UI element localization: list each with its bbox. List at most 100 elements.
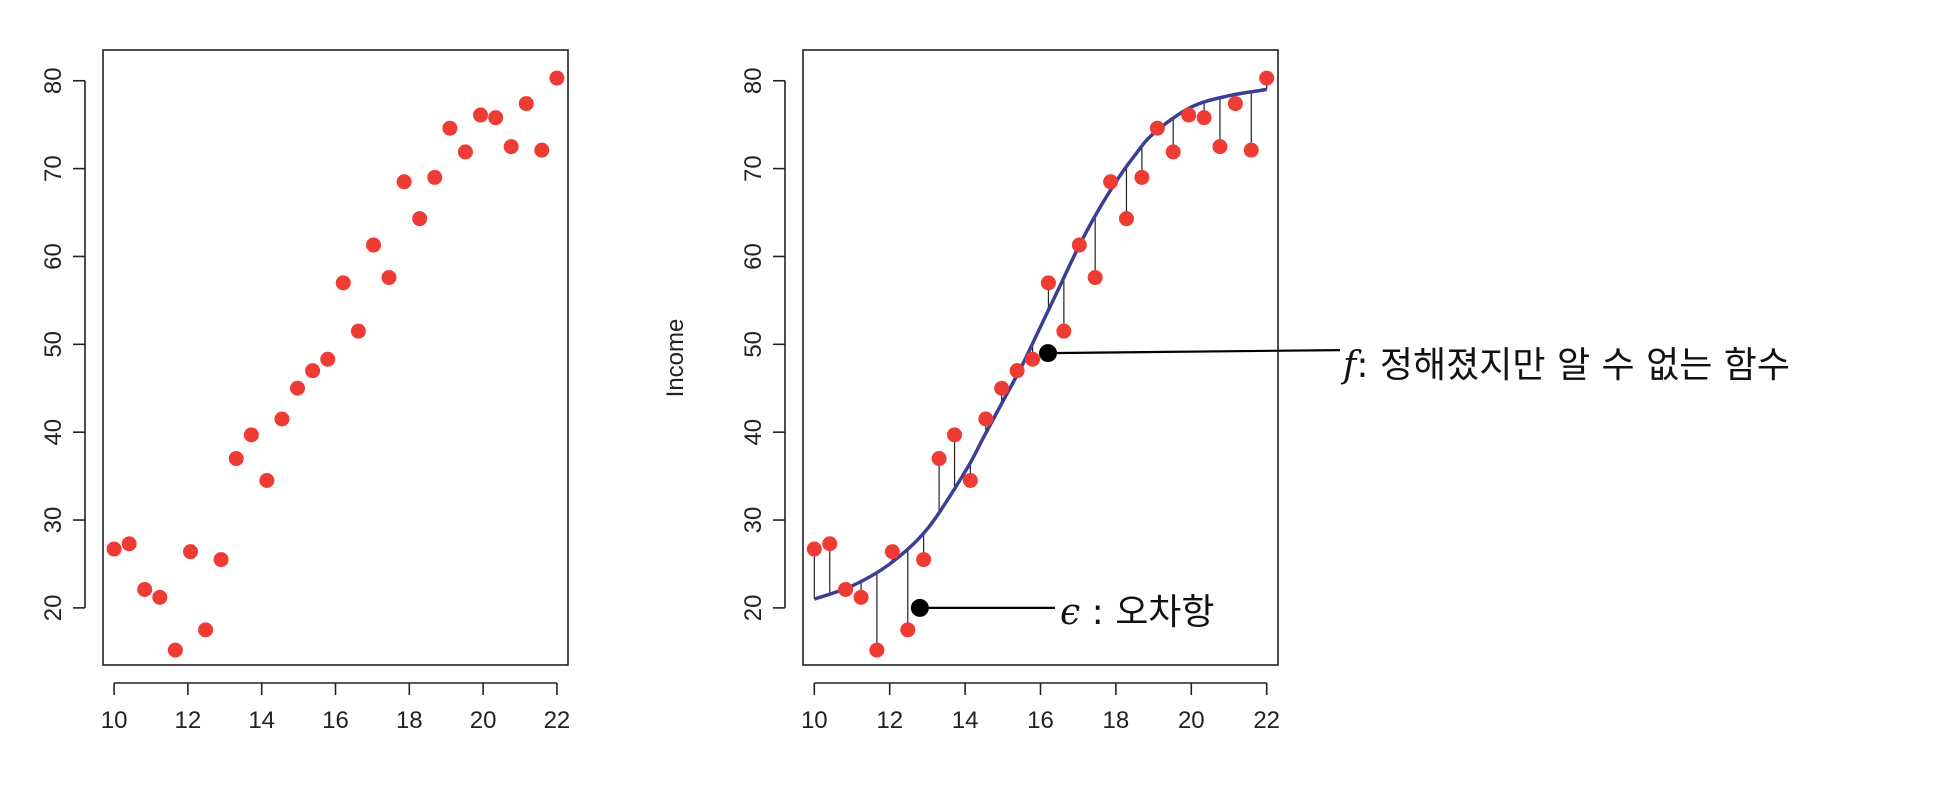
data-point	[488, 110, 504, 126]
data-point	[1243, 142, 1259, 158]
data-point	[1259, 70, 1275, 86]
data-point	[1118, 211, 1134, 227]
data-point	[457, 144, 473, 160]
x-tick-label: 22	[544, 707, 571, 734]
data-point	[228, 451, 244, 467]
data-point	[534, 142, 550, 158]
data-point	[978, 411, 994, 427]
data-point	[869, 642, 885, 658]
data-point	[243, 427, 259, 443]
function-annotation-dot	[1039, 344, 1058, 363]
x-tick-label: 18	[396, 707, 423, 734]
right-fit-panel: Income 10 12 14 16 18 20 22 20 30 40 50 60 70 80 f: …	[662, 49, 1790, 734]
data-point	[822, 536, 838, 552]
data-point	[396, 174, 412, 190]
data-point	[518, 96, 534, 112]
data-point	[1071, 237, 1087, 253]
data-point	[305, 363, 321, 379]
left-points	[106, 70, 565, 658]
data-point	[1087, 270, 1103, 286]
data-point	[1227, 96, 1243, 112]
data-point	[1149, 120, 1165, 136]
data-point	[366, 237, 382, 253]
x-tick-label: 14	[952, 707, 979, 734]
x-tick-label: 12	[876, 707, 903, 734]
y-tick-label: 50	[40, 331, 67, 358]
residual-lines	[813, 78, 1268, 651]
data-point	[1196, 110, 1212, 126]
y-tick-label: 30	[40, 507, 67, 534]
data-point	[198, 622, 214, 638]
x-tick-label: 12	[175, 707, 202, 734]
left-x-axis: 10 12 14 16 18 20 22	[101, 682, 571, 734]
data-point	[1165, 144, 1181, 160]
y-tick-label: 30	[740, 507, 767, 534]
x-tick-label: 14	[248, 707, 275, 734]
data-point	[121, 536, 137, 552]
data-point	[1181, 107, 1197, 123]
data-point	[1134, 169, 1150, 185]
annotations: f: 정해졌지만 알 수 없는 함수 ϵ : 오차항	[910, 344, 1790, 633]
data-point	[947, 427, 963, 443]
error-annotation-text: : 오차항	[1080, 592, 1214, 633]
x-tick-label: 16	[1027, 707, 1054, 734]
data-point	[335, 275, 351, 291]
right-y-axis-label: Income	[662, 319, 689, 398]
y-tick-label: 80	[40, 67, 67, 94]
data-point	[259, 473, 275, 488]
left-scatter-panel: 10 12 14 16 18 20 22 20 30 40 50 60 70 80	[40, 49, 571, 734]
data-point	[838, 581, 854, 597]
data-point	[106, 541, 122, 557]
function-annotation-leader	[1048, 349, 1341, 355]
data-point	[213, 552, 229, 568]
data-point	[1056, 323, 1072, 339]
data-point	[274, 411, 290, 427]
error-annotation-label: ϵ : 오차항	[1060, 592, 1215, 633]
data-point	[350, 323, 366, 339]
data-point	[994, 380, 1010, 396]
data-point	[427, 169, 443, 185]
data-point	[853, 589, 869, 605]
y-tick-label: 70	[740, 155, 767, 182]
y-tick-label: 80	[740, 67, 767, 94]
x-tick-label: 20	[1178, 707, 1205, 734]
data-point	[137, 581, 153, 597]
right-y-axis: 20 30 40 50 60 70 80	[740, 67, 786, 622]
error-symbol: ϵ	[1060, 592, 1080, 633]
data-point	[916, 552, 932, 568]
data-point	[289, 380, 305, 396]
data-point	[503, 139, 519, 155]
function-annotation-text: : 정해졌지만 알 수 없는 함수	[1356, 345, 1790, 386]
data-point	[884, 544, 900, 560]
left-y-axis: 20 30 40 50 60 70 80	[40, 67, 86, 622]
y-tick-label: 40	[740, 419, 767, 446]
x-tick-label: 22	[1253, 707, 1280, 734]
error-annotation-dot	[910, 598, 929, 617]
x-tick-label: 16	[322, 707, 349, 734]
data-point	[182, 544, 198, 560]
data-point	[900, 622, 916, 638]
data-point	[931, 451, 947, 467]
data-point	[1103, 174, 1119, 190]
left-plot-frame	[102, 49, 569, 666]
data-point	[167, 642, 183, 658]
data-point	[412, 211, 428, 227]
y-tick-label: 70	[40, 155, 67, 182]
data-point	[152, 589, 168, 605]
y-tick-label: 60	[740, 243, 767, 270]
data-point	[473, 107, 489, 123]
data-point	[381, 270, 397, 286]
x-tick-label: 10	[101, 707, 128, 734]
right-plot-frame	[802, 49, 1279, 666]
data-point	[806, 541, 822, 557]
y-tick-label: 20	[40, 595, 67, 622]
data-point	[1040, 275, 1056, 291]
right-points	[806, 70, 1275, 658]
right-x-axis: 10 12 14 16 18 20 22	[801, 682, 1280, 734]
data-point	[549, 70, 565, 86]
x-tick-label: 10	[801, 707, 828, 734]
data-point	[1212, 139, 1228, 155]
y-tick-label: 20	[740, 595, 767, 622]
function-annotation-label: f: 정해졌지만 알 수 없는 함수	[1340, 345, 1790, 386]
